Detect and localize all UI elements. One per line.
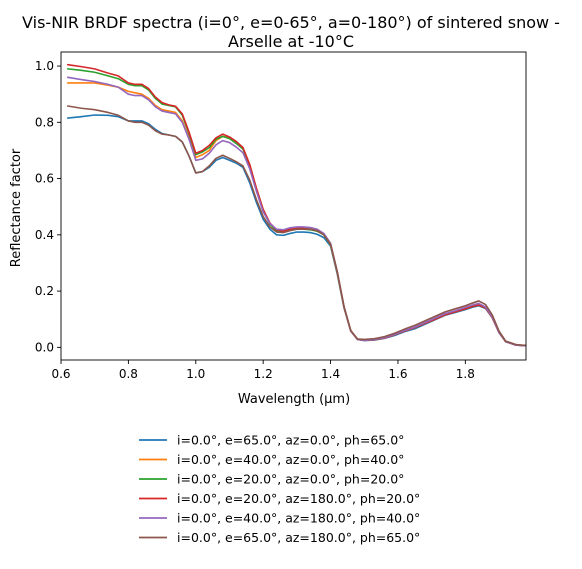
x-tick-label: 1.8: [456, 367, 475, 381]
plot-frame: [60, 51, 527, 361]
legend-label: i=0.0°, e=20.0°, az=180.0°, ph=20.0°: [177, 491, 420, 506]
series-line-3: [66, 68, 526, 347]
y-tick-label: 0.4: [35, 228, 54, 242]
x-tick-label: 1.6: [388, 367, 407, 381]
x-tick-label: 0.8: [119, 367, 138, 381]
x-tick-label: 1.2: [254, 367, 273, 381]
axis-ticks: 0.6 0.8 1.0 1.2 1.4 1.6 1.8 0.0 0.2 0.4 0.6 0.8 1.0: [35, 59, 475, 381]
y-tick-label: 0.6: [35, 172, 54, 186]
y-axis-label: Reflectance factor: [9, 148, 24, 267]
x-tick-label: 1.4: [321, 367, 340, 381]
y-tick-label: 1.0: [35, 59, 54, 73]
legend-label: i=0.0°, e=40.0°, az=180.0°, ph=40.0°: [177, 511, 420, 526]
series-line-5: [66, 76, 526, 347]
series-lines: [66, 63, 526, 347]
y-tick-label: 0.2: [35, 284, 54, 298]
chart-title: Vis-NIR BRDF spectra (i=0°, e=0-65°, a=0…: [22, 13, 560, 51]
series-line-4: [66, 63, 526, 347]
x-tick-label: 1.0: [186, 367, 205, 381]
legend-label: i=0.0°, e=20.0°, az=0.0°, ph=20.0°: [177, 472, 404, 487]
legend-label: i=0.0°, e=65.0°, az=0.0°, ph=65.0°: [177, 433, 404, 448]
chart-title-line: Vis-NIR BRDF spectra (i=0°, e=0-65°, a=0…: [22, 13, 560, 32]
x-axis-label: Wavelength (μm): [238, 392, 350, 407]
legend-label: i=0.0°, e=65.0°, az=180.0°, ph=65.0°: [177, 530, 420, 545]
y-tick-label: 0.0: [35, 340, 54, 354]
series-line-6: [66, 105, 526, 347]
legend-label: i=0.0°, e=40.0°, az=0.0°, ph=40.0°: [177, 452, 404, 467]
x-tick-label: 0.6: [51, 367, 70, 381]
legend: i=0.0°, e=65.0°, az=0.0°, ph=65.0° i=0.0°…: [139, 433, 420, 545]
chart-title-line: Arselle at -10°C: [228, 32, 354, 51]
y-tick-label: 0.8: [35, 115, 54, 129]
